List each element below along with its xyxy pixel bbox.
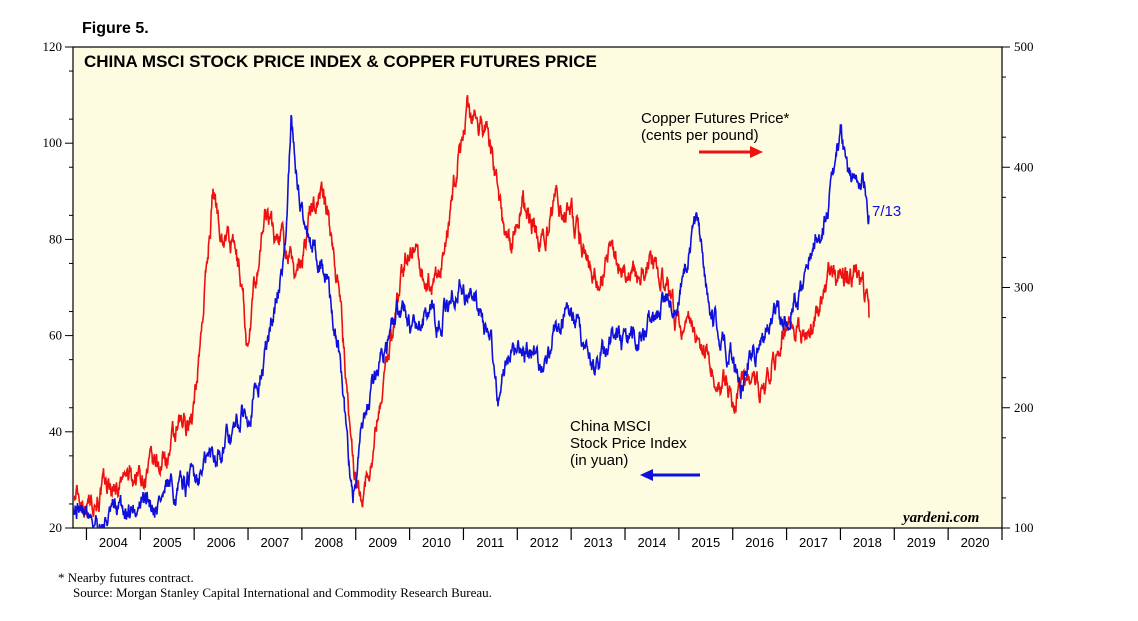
copper-futures-series-line bbox=[73, 95, 870, 518]
msci-label-line3: (in yuan) bbox=[570, 452, 628, 469]
china-msci-series-line bbox=[73, 114, 870, 528]
left-y-axis: 20 40 60 80 100 120 bbox=[43, 39, 73, 535]
copper-label-line1: Copper Futures Price* bbox=[641, 110, 790, 127]
x-tick-label: 2014 bbox=[637, 535, 666, 550]
x-tick-label: 2015 bbox=[691, 535, 720, 550]
right-y-tick-label: 500 bbox=[1014, 39, 1034, 54]
copper-label-line2: (cents per pound) bbox=[641, 127, 759, 144]
x-tick-label: 2005 bbox=[153, 535, 182, 550]
x-tick-label: 2019 bbox=[907, 535, 936, 550]
end-date-label: 7/13 bbox=[872, 203, 901, 220]
figure-label: Figure 5. bbox=[82, 20, 149, 37]
chart-title: CHINA MSCI STOCK PRICE INDEX & COPPER FU… bbox=[84, 52, 597, 71]
x-tick-label: 2011 bbox=[476, 535, 504, 550]
x-tick-label: 2012 bbox=[530, 535, 559, 550]
x-tick-label: 2006 bbox=[207, 535, 236, 550]
x-tick-label: 2009 bbox=[368, 535, 397, 550]
source-note: Source: Morgan Stanley Capital Internati… bbox=[73, 585, 492, 600]
x-tick-label: 2004 bbox=[99, 535, 128, 550]
x-tick-label: 2020 bbox=[961, 535, 990, 550]
left-y-tick-label: 100 bbox=[43, 135, 63, 150]
msci-label-line1: China MSCI bbox=[570, 418, 651, 435]
left-y-tick-label: 60 bbox=[49, 328, 62, 343]
copper-arrow bbox=[699, 146, 763, 158]
right-y-tick-label: 200 bbox=[1014, 400, 1034, 415]
x-tick-label: 2017 bbox=[799, 535, 828, 550]
x-tick-label: 2008 bbox=[314, 535, 343, 550]
x-tick-label: 2010 bbox=[422, 535, 451, 550]
right-y-tick-label: 300 bbox=[1014, 280, 1034, 295]
msci-arrow bbox=[640, 469, 700, 481]
right-y-tick-label: 100 bbox=[1014, 520, 1034, 535]
x-tick-label: 2018 bbox=[853, 535, 882, 550]
left-y-tick-label: 80 bbox=[49, 231, 62, 246]
x-tick-label: 2016 bbox=[745, 535, 774, 550]
x-tick-label: 2013 bbox=[584, 535, 613, 550]
left-y-tick-label: 20 bbox=[49, 520, 62, 535]
left-y-tick-label: 120 bbox=[43, 39, 63, 54]
right-y-axis: 100 200 300 400 500 bbox=[1002, 39, 1034, 535]
footnote: * Nearby futures contract. bbox=[58, 570, 194, 585]
x-tick-label: 2007 bbox=[260, 535, 289, 550]
msci-label-line2: Stock Price Index bbox=[570, 435, 687, 452]
brand-watermark: yardeni.com bbox=[901, 510, 979, 526]
x-axis: 2004 2005 2006 2007 2008 2009 2010 2011 2012 2013… bbox=[85, 528, 1003, 550]
plot-area bbox=[72, 46, 1003, 529]
left-y-tick-label: 40 bbox=[49, 424, 62, 439]
right-y-tick-label: 400 bbox=[1014, 159, 1034, 174]
